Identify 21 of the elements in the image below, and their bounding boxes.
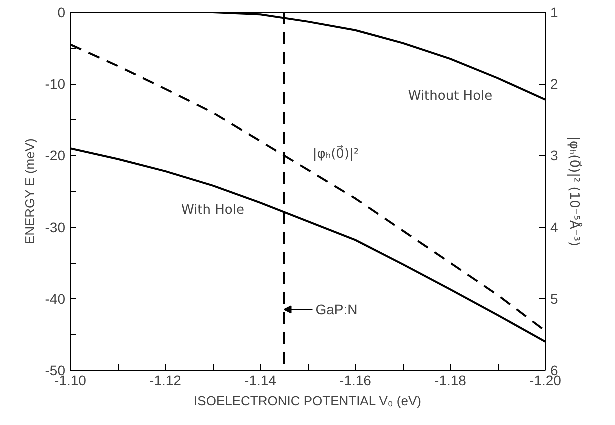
y2-tick-label: 3: [550, 148, 558, 164]
y-tick-label: -40: [45, 290, 66, 307]
ref-line-label: GaP:N: [316, 302, 358, 318]
series-label: Without Hole: [408, 89, 493, 104]
y2-tick-label: 2: [550, 76, 558, 92]
series-label: With Hole: [182, 202, 245, 218]
x-tick-label: -1.16: [340, 372, 372, 388]
y-tick-label: -30: [45, 219, 66, 236]
x-axis-title: ISOELECTRONIC POTENTIAL V₀ (eV): [194, 394, 422, 408]
y2-tick-label: 4: [550, 219, 558, 236]
y-axis-title: ENERGY E (meV): [22, 138, 38, 245]
y2-axis-title: |φₕ(0⃗)|² (10⁻⁵Å⁻³): [566, 136, 584, 247]
y2-tick-label: 1: [550, 4, 558, 20]
series-label: |φₕ(0⃗)|²: [312, 146, 360, 162]
y-tick-label: -10: [45, 76, 66, 92]
y-tick-label: -20: [45, 148, 66, 164]
y-tick-label: 0: [58, 4, 66, 20]
x-tick-label: -1.18: [434, 372, 467, 388]
x-tick-label: -1.12: [150, 372, 182, 388]
x-tick-label: -1.14: [244, 372, 277, 388]
y2-tick-label: 5: [550, 290, 558, 307]
